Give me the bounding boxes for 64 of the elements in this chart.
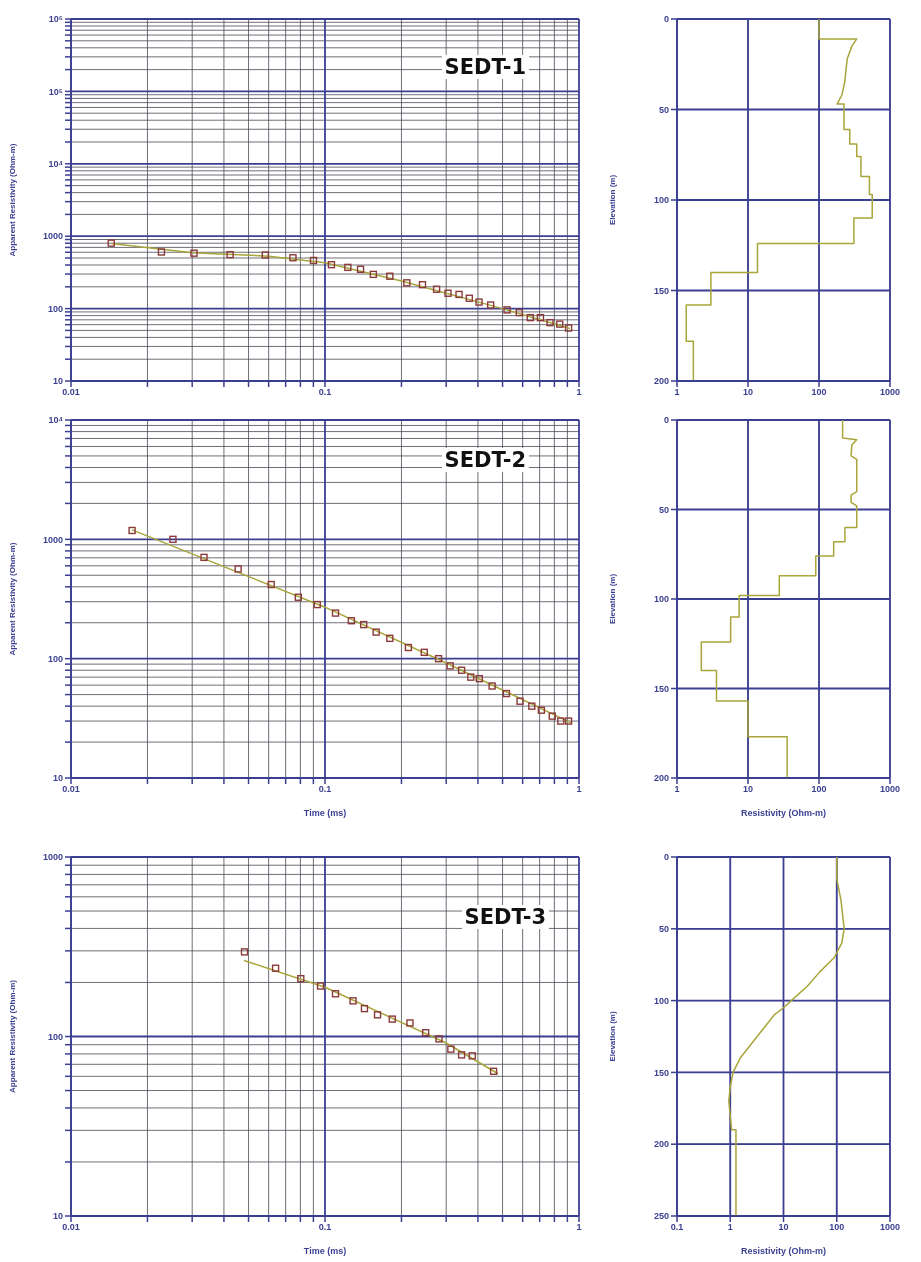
y-tick-label: 200 (653, 773, 669, 784)
y-tick-label: 50 (658, 923, 669, 934)
y-tick-label: 10 (52, 376, 63, 387)
y-axis-title: Elevation (m) (607, 573, 617, 625)
y-tick-label: 100 (47, 303, 63, 314)
y-tick-label: 10⁴ (48, 159, 63, 169)
x-tick-label: 1 (576, 1222, 582, 1233)
y-tick-label: 150 (653, 683, 669, 694)
x-tick-label: 0.01 (62, 1222, 80, 1233)
y-tick-label: 50 (658, 104, 669, 115)
y-tick-label: 100 (47, 1031, 63, 1042)
y-tick-label: 100 (47, 653, 63, 664)
y-axis-title: Apparent Resistivity (Ohm-m) (7, 979, 17, 1093)
y-tick-label: 100 (653, 995, 669, 1006)
y-tick-label: 1000 (42, 534, 63, 545)
y-tick-label: 100 (653, 195, 669, 206)
x-tick-label: 0.01 (62, 387, 80, 398)
y-tick-label: 200 (653, 376, 669, 387)
y-tick-label: 250 (653, 1211, 669, 1222)
x-axis-title: Resistivity (Ohm-m) (740, 808, 827, 818)
x-tick-label: 100 (829, 1222, 845, 1233)
text: SEDT-1 (441, 55, 529, 79)
x-tick-label: 1000 (879, 784, 901, 795)
x-tick-label: 100 (811, 784, 827, 795)
y-tick-label: 10 (52, 773, 63, 784)
y-tick-label: 10⁶ (48, 14, 63, 25)
x-tick-label: 1 (674, 387, 680, 398)
y-tick-label: 150 (653, 1067, 669, 1078)
x-tick-label: 10 (742, 784, 754, 795)
x-tick-label: 10 (778, 1222, 789, 1233)
x-tick-label: 0.1 (318, 1222, 332, 1233)
y-tick-label: 1000 (42, 231, 63, 242)
y-tick-label: 150 (653, 285, 669, 296)
text: SEDT-2 (441, 448, 529, 472)
y-tick-label: 50 (658, 504, 669, 515)
x-tick-label: 1 (576, 387, 582, 398)
x-axis-title: Time (ms) (303, 1246, 347, 1256)
text: SEDT-3 (461, 905, 549, 929)
x-axis-title: Time (ms) (303, 808, 347, 818)
y-tick-label: 0 (663, 852, 669, 863)
y-tick-label: 1000 (42, 852, 63, 863)
y-tick-label: 200 (653, 1139, 669, 1150)
x-tick-label: 100 (811, 387, 827, 398)
y-tick-label: 10 (52, 1211, 63, 1222)
y-axis-title: Elevation (m) (607, 1011, 617, 1062)
x-tick-label: 10 (742, 387, 754, 398)
x-tick-label: 1 (727, 1222, 733, 1233)
y-axis-title: Apparent Resistivity (Ohm-m) (7, 143, 17, 257)
y-tick-label: 10⁴ (48, 415, 63, 426)
x-tick-label: 1 (674, 784, 680, 795)
x-tick-label: 1000 (879, 387, 901, 398)
x-tick-label: 1 (576, 784, 582, 795)
x-tick-label: 0.01 (62, 784, 80, 795)
x-tick-label: 0.1 (318, 387, 332, 398)
y-axis-title: Apparent Resistivity (Ohm-m) (7, 542, 17, 656)
x-tick-label: 0.1 (670, 1222, 684, 1233)
y-axis-title: Elevation (m) (607, 174, 617, 226)
x-axis-title: Resistivity (Ohm-m) (740, 1246, 827, 1256)
x-tick-label: 1000 (879, 1222, 901, 1233)
y-tick-label: 0 (663, 14, 669, 25)
x-tick-label: 0.1 (318, 784, 332, 795)
y-tick-label: 100 (653, 594, 669, 605)
y-tick-label: 10⁵ (48, 86, 63, 97)
y-tick-label: 0 (663, 415, 669, 426)
